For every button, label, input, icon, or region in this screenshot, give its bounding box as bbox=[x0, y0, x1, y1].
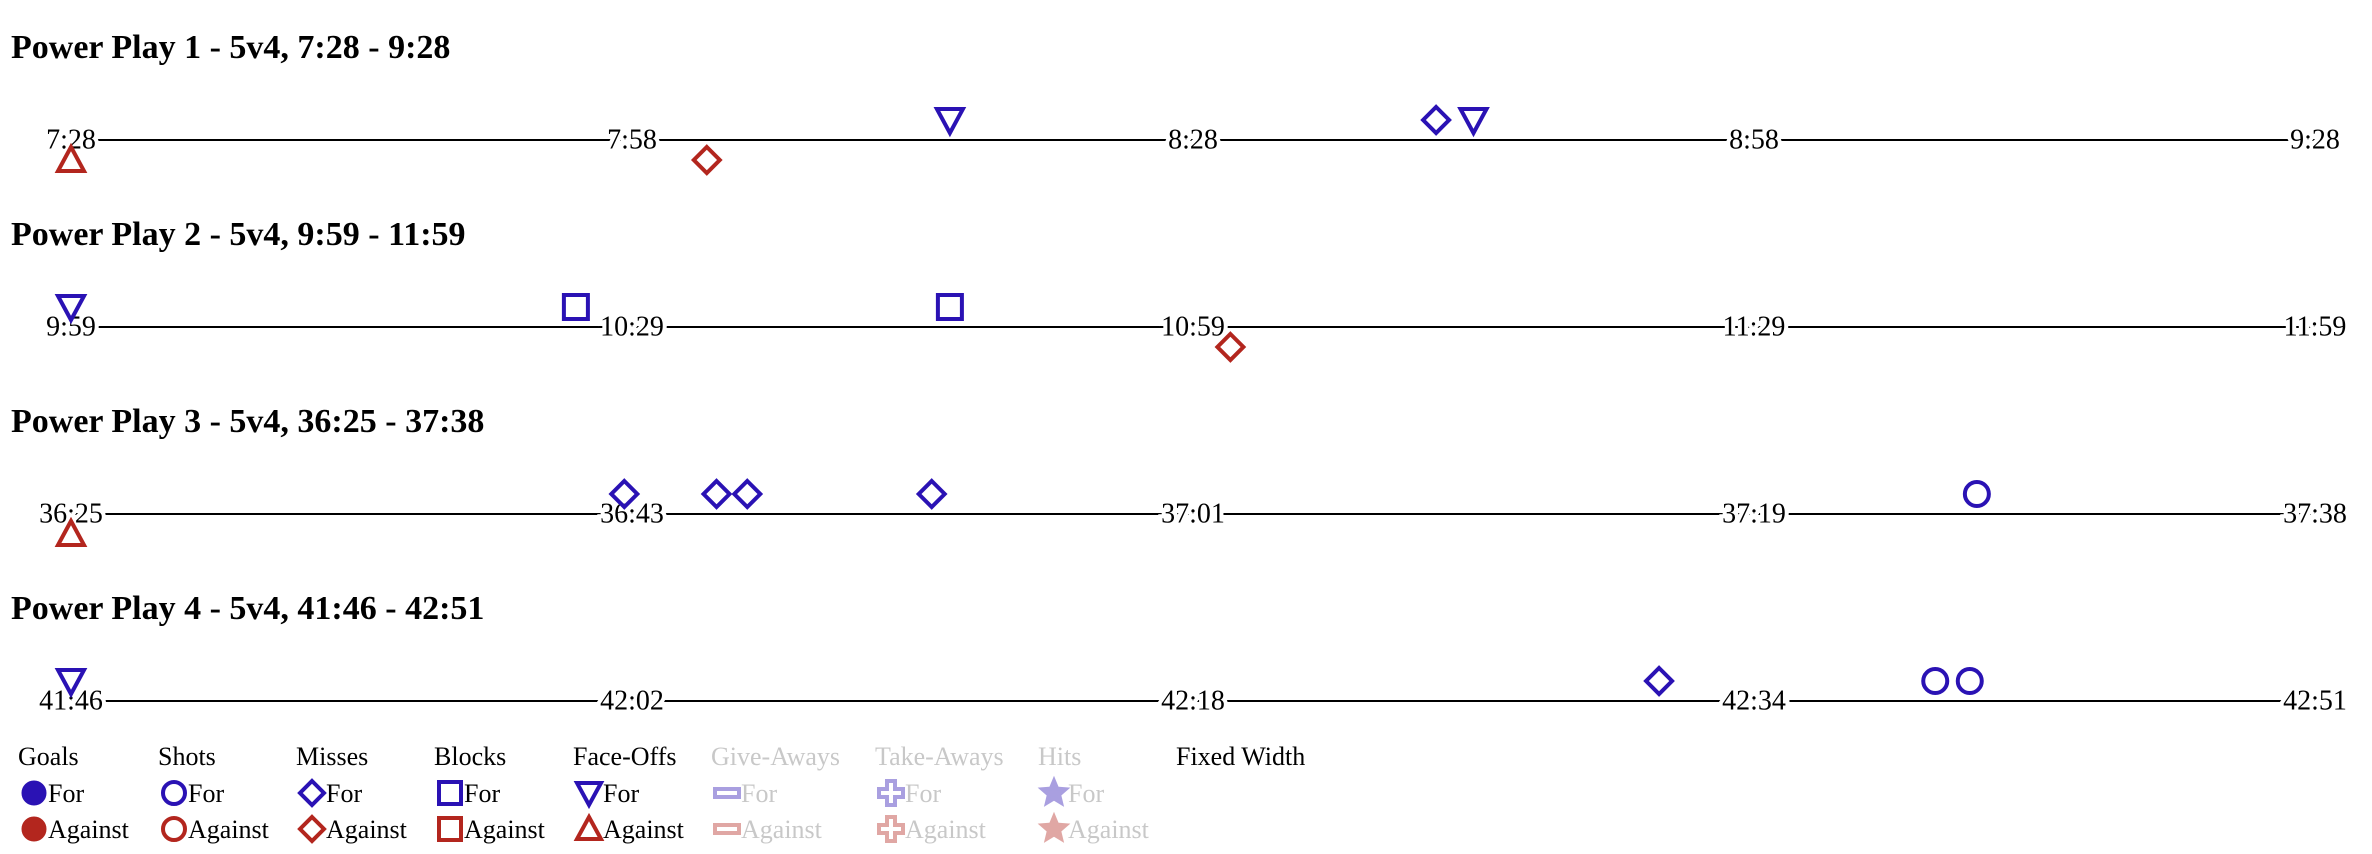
tick-label: 42:02 bbox=[600, 685, 664, 716]
legend-heading: Blocks bbox=[434, 742, 506, 771]
legend-heading: Misses bbox=[296, 742, 368, 771]
event-marker bbox=[935, 293, 964, 321]
tick-label: 42:18 bbox=[1161, 685, 1225, 716]
timeline-title: Power Play 2 - 5v4, 9:59 - 11:59 bbox=[11, 216, 466, 253]
legend-group[interactable]: Misses For Against bbox=[296, 742, 408, 844]
event-marker bbox=[1214, 331, 1247, 363]
event-marker bbox=[54, 516, 88, 547]
event-marker bbox=[608, 478, 641, 510]
legend-group[interactable]: Face-Offs For Against bbox=[573, 742, 685, 844]
tick-label: 7:28 bbox=[46, 124, 96, 155]
timeline: Power Play 3 - 5v4, 36:25 - 37:38 36:25 36… bbox=[11, 403, 2351, 547]
legend-for: For bbox=[326, 779, 362, 808]
event-marker bbox=[1457, 107, 1490, 138]
legend-against: Against bbox=[464, 815, 546, 844]
event-marker bbox=[690, 144, 723, 176]
legend-group[interactable]: Hits For Against bbox=[1037, 742, 1150, 844]
legend-against: Against bbox=[188, 815, 270, 844]
legend-heading: Give-Aways bbox=[711, 742, 840, 771]
legend-for: For bbox=[603, 779, 639, 808]
tick-label: 36:25 bbox=[39, 498, 103, 529]
tick-label: 11:29 bbox=[1723, 311, 1786, 342]
tick-label: 37:38 bbox=[2283, 498, 2347, 529]
tick-label: 8:58 bbox=[1729, 124, 1779, 155]
tick-label: 42:34 bbox=[1722, 685, 1786, 716]
legend-icon bbox=[437, 816, 463, 842]
legend-against: Against bbox=[1068, 815, 1150, 844]
tick-label: 10:59 bbox=[1161, 311, 1225, 342]
legend-for: For bbox=[741, 779, 777, 808]
legend-heading: Shots bbox=[158, 742, 216, 771]
legend-icon bbox=[1037, 775, 1071, 807]
tick-label: 37:19 bbox=[1722, 498, 1786, 529]
legend-icon bbox=[713, 823, 741, 835]
timeline: Power Play 2 - 5v4, 9:59 - 11:599:59 10:2… bbox=[11, 216, 2350, 363]
tick-label: 37:01 bbox=[1161, 498, 1225, 529]
event-marker bbox=[54, 142, 88, 173]
event-marker bbox=[1420, 104, 1452, 136]
legend-for: For bbox=[48, 779, 84, 808]
legend-icon bbox=[297, 778, 327, 808]
legend-for: For bbox=[188, 779, 224, 808]
legend-for: For bbox=[1068, 779, 1104, 808]
legend-icon bbox=[573, 781, 605, 810]
event-marker bbox=[1921, 667, 1950, 695]
legend-icon bbox=[21, 816, 47, 842]
event-marker bbox=[561, 293, 590, 321]
event-marker bbox=[54, 668, 88, 699]
legend-against: Against bbox=[326, 815, 408, 844]
legend-for: For bbox=[905, 779, 941, 808]
legend-icon bbox=[161, 780, 187, 806]
legend: Goals For Against Shots For Against Misses For A… bbox=[18, 742, 1305, 844]
legend-icon bbox=[437, 780, 463, 806]
legend-group[interactable]: Give-Aways For Against bbox=[711, 742, 840, 844]
tick-label: 7:58 bbox=[607, 124, 657, 155]
legend-icon bbox=[877, 779, 905, 807]
event-marker bbox=[1955, 667, 1984, 695]
tick-label: 10:29 bbox=[600, 311, 664, 342]
tick-label: 36:43 bbox=[600, 498, 664, 529]
legend-heading: Face-Offs bbox=[573, 742, 676, 771]
legend-icon bbox=[877, 815, 905, 843]
event-marker bbox=[915, 478, 948, 510]
legend-group[interactable]: Take-Aways For Against bbox=[875, 742, 1004, 844]
event-marker bbox=[54, 294, 88, 325]
legend-against: Against bbox=[48, 815, 130, 844]
event-marker bbox=[700, 478, 733, 510]
legend-group[interactable]: Shots For Against bbox=[158, 742, 270, 844]
legend-icon bbox=[21, 780, 47, 806]
tick-label: 8:28 bbox=[1168, 124, 1218, 155]
tick-label: 9:28 bbox=[2290, 124, 2340, 155]
legend-group[interactable]: Blocks For Against bbox=[434, 742, 546, 844]
legend-heading: Take-Aways bbox=[875, 742, 1004, 771]
legend-heading: Hits bbox=[1038, 742, 1081, 771]
event-marker bbox=[731, 478, 764, 510]
legend-icon bbox=[713, 787, 741, 799]
timeline-title: Power Play 1 - 5v4, 7:28 - 9:28 bbox=[11, 29, 450, 66]
timeline: Power Play 4 - 5v4, 41:46 - 42:51 41:46 42… bbox=[11, 590, 2351, 720]
legend-icon bbox=[161, 816, 187, 842]
timeline-title: Power Play 4 - 5v4, 41:46 - 42:51 bbox=[11, 590, 484, 627]
legend-heading: Goals bbox=[18, 742, 79, 771]
legend-icon bbox=[297, 814, 327, 844]
event-marker bbox=[1962, 480, 1991, 508]
fixed-width-toggle[interactable]: Fixed Width bbox=[1176, 742, 1305, 771]
tick-label: 42:51 bbox=[2283, 685, 2347, 716]
legend-for: For bbox=[464, 779, 500, 808]
legend-icon bbox=[1037, 811, 1071, 843]
tick-label: 41:46 bbox=[39, 685, 103, 716]
legend-against: Against bbox=[905, 815, 987, 844]
timeline-title: Power Play 3 - 5v4, 36:25 - 37:38 bbox=[11, 403, 484, 440]
legend-against: Against bbox=[603, 815, 685, 844]
tick-label: 11:59 bbox=[2284, 311, 2347, 342]
timeline: Power Play 1 - 5v4, 7:28 - 9:28 7:28 7:58 8… bbox=[11, 29, 2344, 176]
event-marker bbox=[1643, 665, 1675, 697]
legend-icon bbox=[573, 812, 605, 841]
event-marker bbox=[933, 107, 967, 138]
legend-group[interactable]: Goals For Against bbox=[18, 742, 130, 844]
legend-against: Against bbox=[741, 815, 823, 844]
